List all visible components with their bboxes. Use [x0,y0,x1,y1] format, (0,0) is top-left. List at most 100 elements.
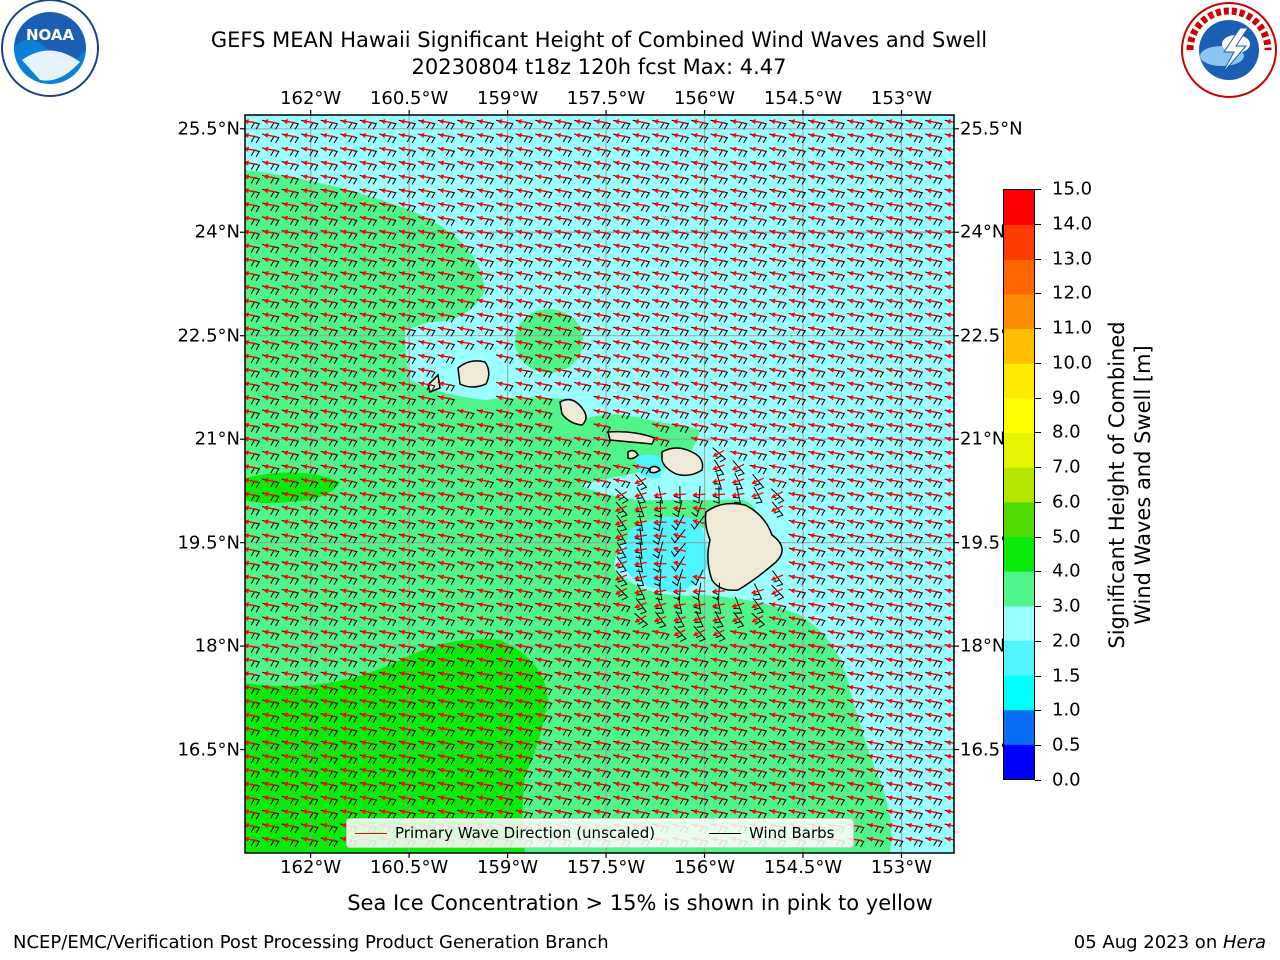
colorbar-tick-label: 9.0 [1052,387,1081,409]
wave-arrow [302,201,316,207]
wave-arrow [438,119,453,125]
footer-date: 05 Aug 2023 on Hera [1074,932,1266,953]
wave-arrow [731,215,745,221]
wave-arrow [477,312,492,318]
colorbar-segment [1004,675,1034,711]
colorbar-tick [1035,640,1041,642]
wave-arrow [399,270,414,276]
wave-arrow [575,201,589,207]
wave-arrow [906,119,921,125]
wave-arrow [653,257,667,263]
wave-arrow [575,188,589,194]
wave-arrow [731,146,745,152]
wave-arrow [282,174,297,180]
wave-arrow [848,119,862,125]
wave-arrow [341,312,355,318]
colorbar-tick-label: 1.5 [1052,665,1081,687]
colorbar-tick [1035,293,1041,295]
wave-arrow [614,312,628,318]
wave-arrow [594,270,609,276]
wave-arrow [419,312,433,318]
wave-arrow [926,229,940,235]
wave-arrow [477,174,492,180]
wave-arrow [848,284,862,290]
wave-arrow [828,257,843,263]
wave-arrow [321,298,336,304]
wave-arrow [438,229,453,235]
wave-arrow [282,312,297,318]
wave-arrow [731,270,745,276]
wave-arrow [302,270,316,276]
wave-arrow [497,229,511,235]
wind-barb [712,447,727,463]
wave-arrow [750,119,765,125]
lon-tick-label-bottom: 159°W [477,857,539,878]
wave-arrow [360,243,375,249]
wave-arrow [341,298,355,304]
wind-barb [636,486,646,504]
wave-arrow [750,312,765,318]
wave-arrow [438,270,453,276]
wave-arrow [809,326,823,332]
wave-arrow [887,132,901,138]
wave-arrow [458,298,472,304]
wave-arrow [536,257,550,263]
wave-arrow [458,229,472,235]
wave-arrow [497,174,511,180]
wave-arrow [380,119,394,125]
wave-arrow [380,174,394,180]
wave-arrow [516,201,531,207]
wave-arrow [887,201,901,207]
wave-arrow [263,188,277,194]
wave-arrow [887,146,901,152]
wave-arrow [633,188,648,194]
wave-arrow [263,243,277,249]
wind-barb [732,460,745,477]
wave-arrow [848,257,862,263]
wave-arrow [321,146,336,152]
wave-arrow [672,119,687,125]
wave-arrow [750,270,765,276]
wave-arrow [828,312,843,318]
wave-arrow [536,160,550,166]
wave-arrow [497,298,511,304]
wind-barb [771,584,785,601]
wave-arrow [282,160,297,166]
wave-arrow [653,284,667,290]
colorbar-tick-label: 15.0 [1052,178,1093,200]
lat-tick-label-left: 24°N [194,221,240,243]
wave-arrow [594,326,609,332]
wave-arrow [575,298,589,304]
wind-barb [615,570,628,587]
wave-arrow [536,119,550,125]
wave-arrow [399,215,414,221]
wave-arrow [555,326,570,332]
wind-barb [635,513,644,532]
lon-tick-label-bottom: 162°W [280,857,342,878]
colorbar-segment [1004,709,1034,745]
wave-arrow [536,188,550,194]
legend-item-wave: Primary Wave Direction (unscaled) [355,824,655,842]
wind-barb [615,501,628,518]
wave-arrow [594,188,609,194]
wave-arrow [867,257,882,263]
wave-arrow [750,188,765,194]
wave-arrow [555,174,570,180]
wind-barb [673,626,687,642]
wave-arrow [419,284,433,290]
wave-arrow [906,270,921,276]
wave-arrow [497,270,511,276]
island-hawaii [704,502,783,592]
wave-arrow [594,201,609,207]
colorbar-label-line2: Wind Waves and Swell [m] [1131,345,1155,625]
wind-barb [635,541,643,559]
wave-arrow [828,146,843,152]
wind-barb [714,611,724,628]
colorbar-segment [1004,397,1034,434]
wave-arrow [516,326,531,332]
wave-arrow [419,298,433,304]
wave-arrow [789,215,804,221]
wave-arrow [906,229,921,235]
wave-arrow [926,243,940,249]
